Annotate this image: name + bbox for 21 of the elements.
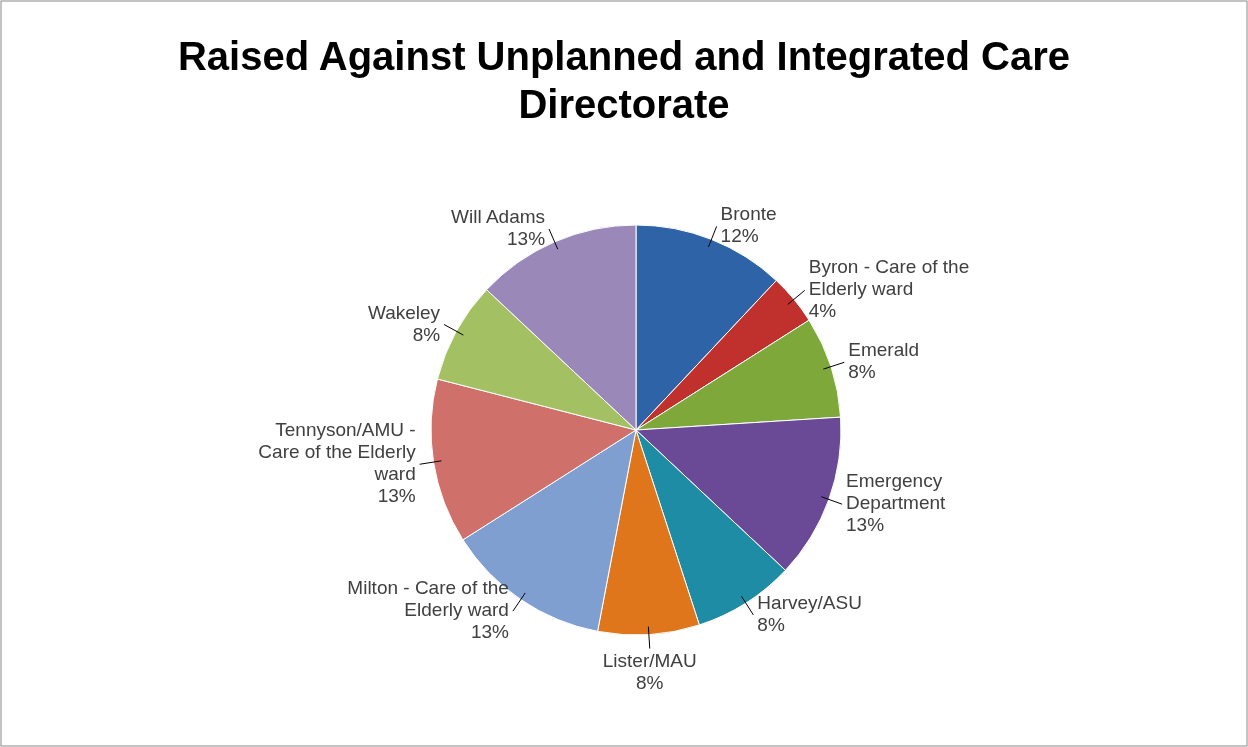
slice-label: Wakeley — [367, 301, 441, 323]
data-label: 13% — [377, 485, 416, 507]
slice-label: Emergency Department — [846, 470, 947, 514]
data-label: 12% — [720, 225, 759, 247]
data-label: 8% — [636, 671, 664, 693]
data-label: 4% — [808, 300, 837, 322]
chart-title: Raised Against Unplanned and Integrated Care Directorate — [177, 34, 1071, 126]
slice-label: Bronte — [720, 203, 777, 225]
data-label: 13% — [506, 228, 546, 250]
slice-label: Byron - Care of the Elderly ward — [808, 256, 970, 300]
slice-label: Emerald — [848, 339, 920, 361]
slice-label: Will Adams — [451, 206, 546, 228]
data-label: 8% — [757, 613, 785, 635]
slice-label: Milton - Care of the Elderly ward — [347, 577, 509, 621]
slice-label: Lister/MAU — [602, 649, 697, 671]
data-label: 8% — [412, 323, 441, 345]
data-label: 13% — [470, 621, 510, 643]
data-label: 8% — [848, 361, 876, 383]
slice-label: Harvey/ASU — [757, 591, 862, 613]
slice-label: Tennyson/AMU - Care of the Elderly ward — [258, 419, 417, 485]
data-label: 13% — [846, 514, 885, 536]
